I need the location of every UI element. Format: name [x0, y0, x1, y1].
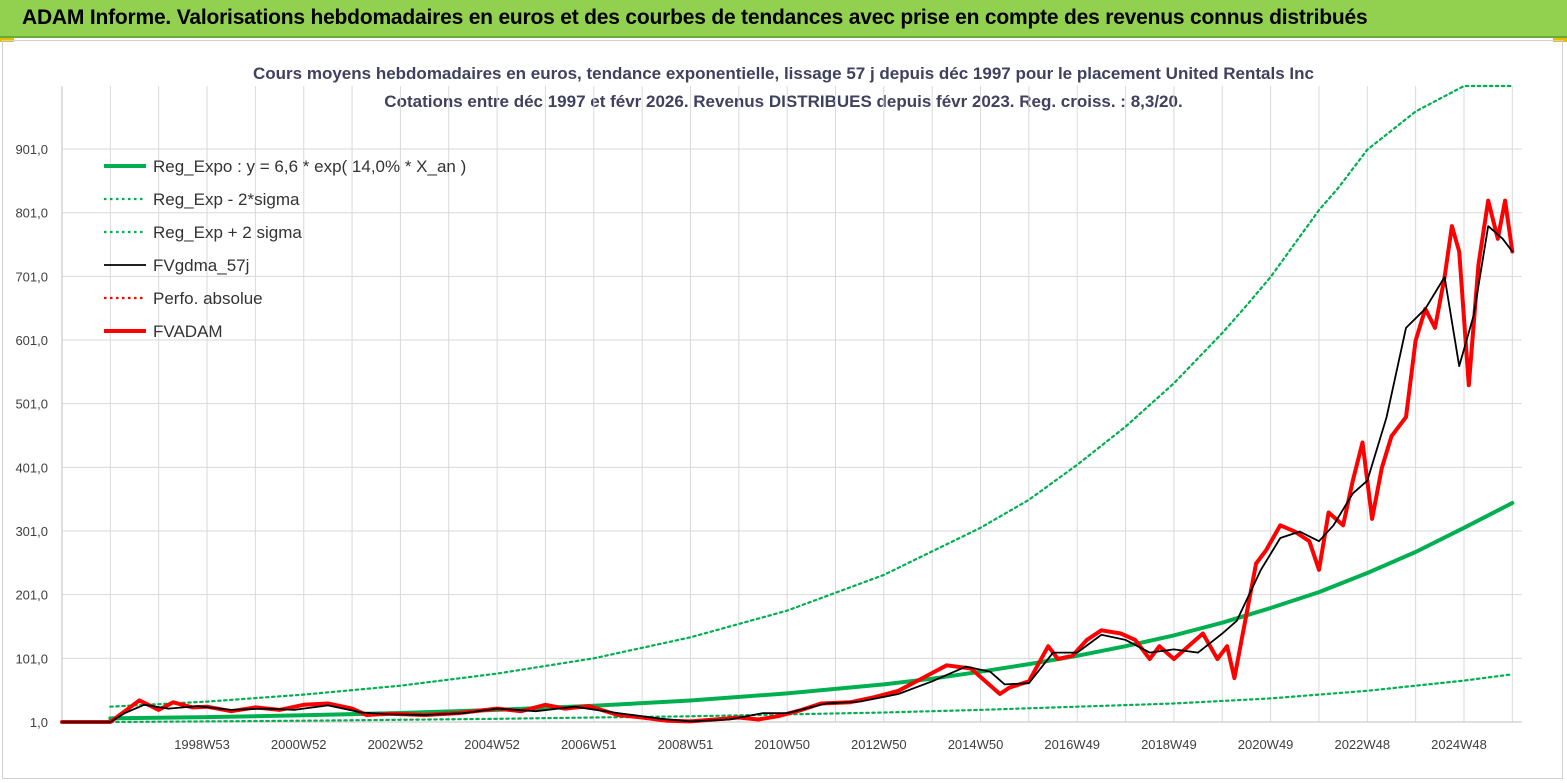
x-tick-label: 2002W52 [368, 737, 424, 752]
chart-grid [62, 86, 1522, 723]
series-line-2 [109, 84, 1514, 708]
legend-label: Reg_Exp - 2*sigma [153, 190, 300, 209]
y-tick-label: 1,0 [30, 715, 48, 730]
chart-title: Cours moyens hebdomadaires en euros, ten… [253, 64, 1314, 83]
y-tick-label: 501,0 [15, 397, 48, 412]
x-tick-label: 2004W52 [464, 737, 520, 752]
x-tick-label: 2000W52 [271, 737, 327, 752]
y-tick-label: 101,0 [15, 651, 48, 666]
chart-axes: 1,0 101,0 201,0 301,0 401,0 501,0 601,0 701,0 80… [15, 86, 1522, 752]
series-line-0 [108, 501, 1515, 721]
chart-legend: Reg_Expo : y = 6,6 * exp( 14,0% * X_an )… [104, 157, 466, 341]
x-tick-label: 2010W50 [754, 737, 810, 752]
chart-subtitle: Cotations entre déc 1997 et févr 2026. R… [384, 92, 1183, 111]
report-title: ADAM Informe. Valorisations hebdomadaire… [22, 6, 1368, 29]
y-tick-label: 601,0 [15, 333, 48, 348]
legend-label: Perfo. absolue [153, 289, 263, 308]
x-tick-label: 2020W49 [1238, 737, 1294, 752]
y-tick-label: 301,0 [15, 524, 48, 539]
legend-label: Reg_Exp + 2 sigma [153, 223, 302, 242]
y-tick-label: 201,0 [15, 588, 48, 603]
series-line-5 [60, 198, 1515, 724]
series-line-3 [61, 225, 1514, 723]
legend-label: FVgdma_57j [153, 256, 249, 275]
x-tick-label: 2014W50 [948, 737, 1004, 752]
x-tick-label: 1998W53 [174, 737, 230, 752]
y-tick-label: 701,0 [15, 269, 48, 284]
legend-label: FVADAM [153, 322, 223, 341]
x-tick-label: 2024W48 [1431, 737, 1487, 752]
series-line-1 [109, 673, 1514, 724]
x-tick-label: 2008W51 [658, 737, 714, 752]
x-tick-label: 2006W51 [561, 737, 617, 752]
x-tick-label: 2018W49 [1141, 737, 1197, 752]
report-banner: ADAM Informe. Valorisations hebdomadaire… [0, 0, 1567, 38]
x-tick-label: 2022W48 [1334, 737, 1390, 752]
y-tick-label: 401,0 [15, 460, 48, 475]
y-tick-label: 801,0 [15, 206, 48, 221]
y-tick-label: 901,0 [15, 142, 48, 157]
legend-label: Reg_Expo : y = 6,6 * exp( 14,0% * X_an ) [153, 157, 466, 176]
chart-frame [2, 40, 1563, 779]
chart-series [60, 84, 1515, 724]
x-tick-label: 2012W50 [851, 737, 907, 752]
x-tick-label: 2016W49 [1044, 737, 1100, 752]
